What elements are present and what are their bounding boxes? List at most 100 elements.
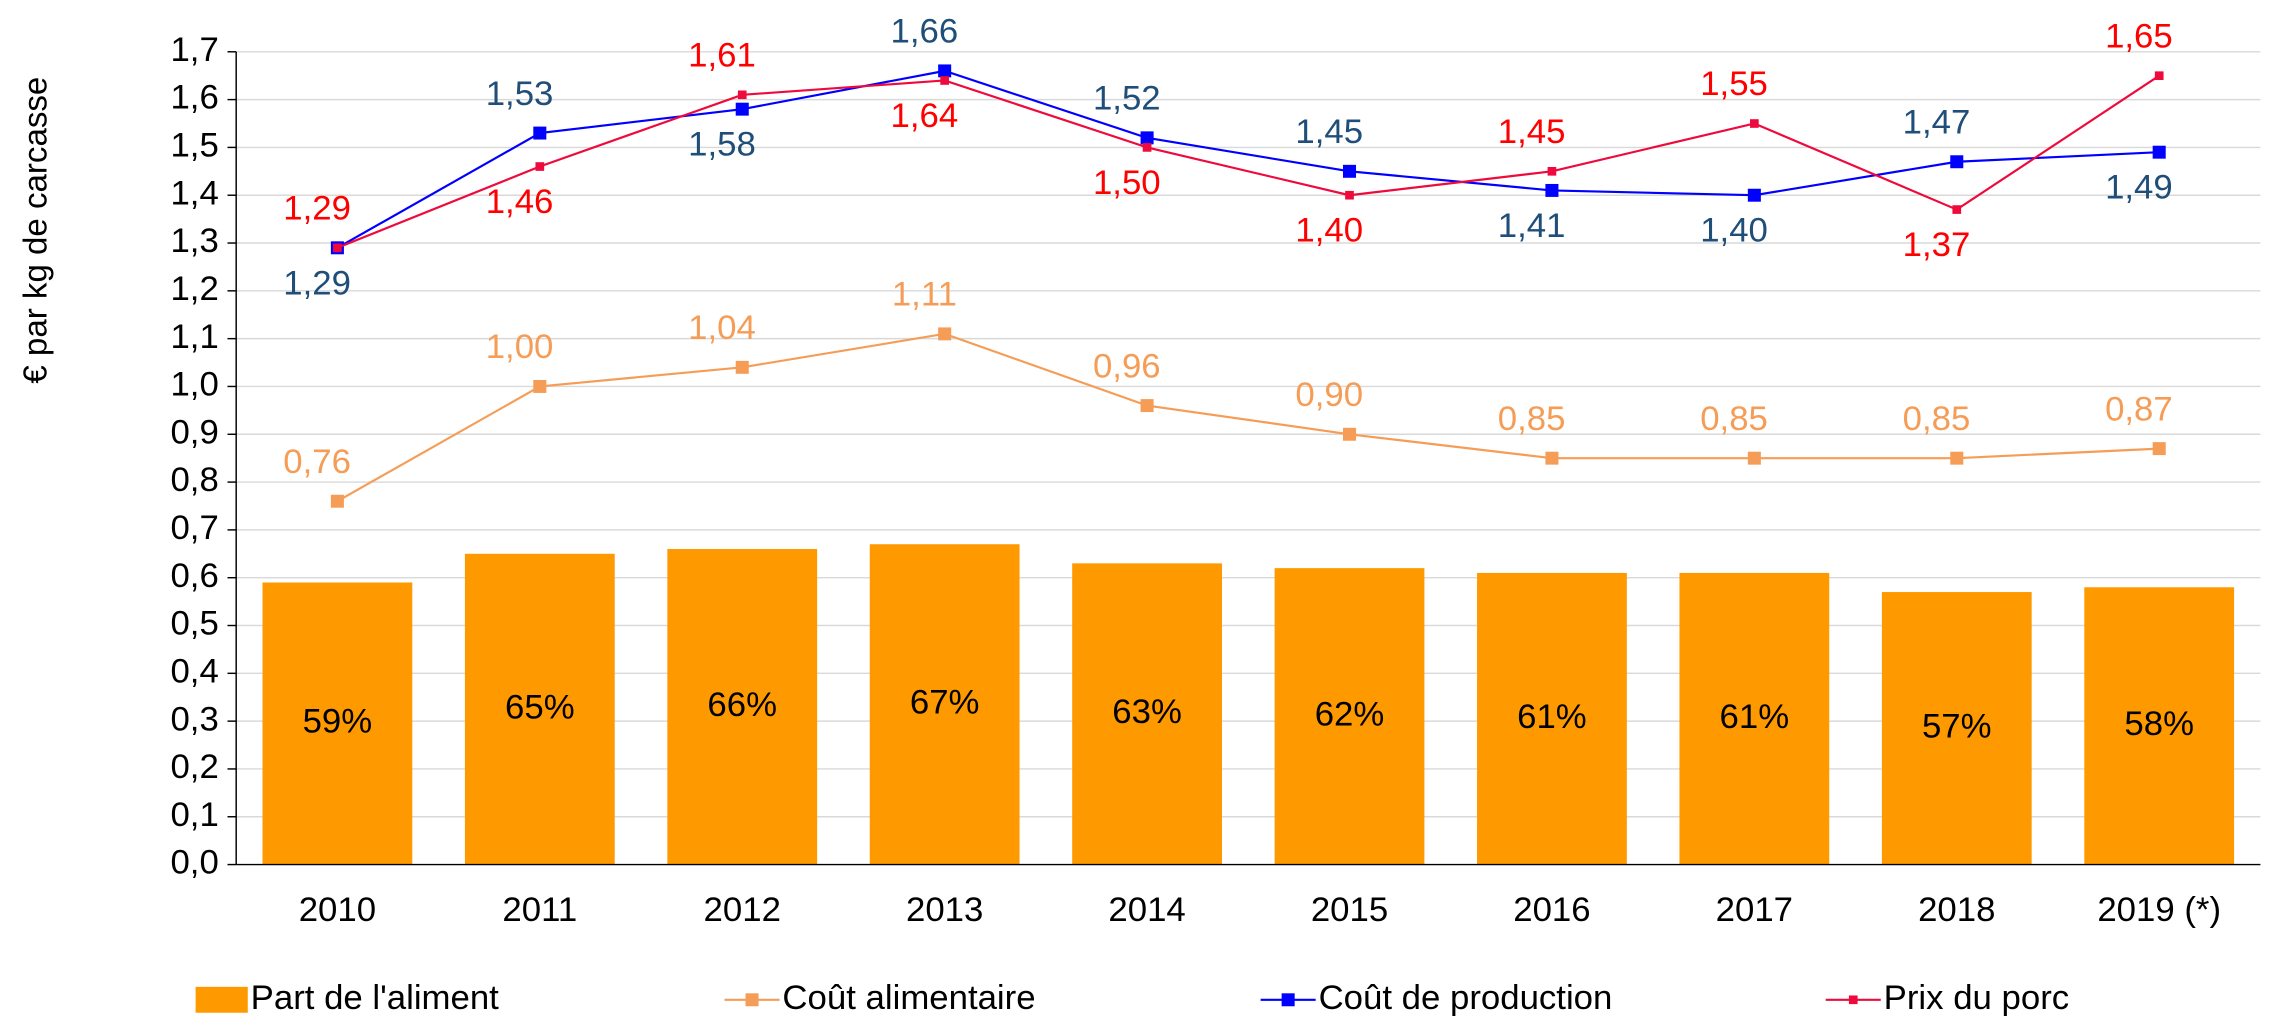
y-tick-label: 0,3 [170, 700, 218, 738]
data-label: 0,96 [1093, 347, 1161, 385]
line [336, 74, 2160, 249]
data-label: 1,52 [1093, 80, 1161, 118]
bar [667, 549, 818, 865]
marker [1952, 205, 1962, 214]
data-label: 0,87 [2105, 390, 2173, 428]
data-label: 1,55 [1700, 65, 1768, 103]
data-label: 1,37 [1903, 226, 1971, 264]
data-label: 1,41 [1498, 207, 1566, 245]
bar-label: 65% [505, 688, 575, 726]
data-label: 1,47 [1903, 104, 1971, 142]
bar [869, 544, 1020, 865]
legend-label: Part de l'aliment [251, 979, 500, 1017]
legend-swatch [195, 986, 248, 1013]
marker [735, 102, 749, 116]
data-label: 1,58 [688, 126, 756, 164]
data-label: 1,04 [688, 309, 756, 347]
y-tick-label: 0,9 [170, 414, 218, 452]
marker [330, 494, 344, 508]
marker [1545, 451, 1559, 465]
y-tick-label: 1,5 [170, 127, 218, 165]
marker [1747, 188, 1761, 202]
marker [2154, 71, 2164, 81]
marker [1142, 143, 1152, 152]
bar-label: 67% [910, 684, 980, 722]
x-tick-label: 2017 [1716, 891, 1793, 929]
legend-label: Coût de production [1319, 979, 1613, 1017]
bar [2084, 587, 2235, 865]
marker [1747, 451, 1761, 465]
marker [737, 90, 747, 100]
x-tick-label: 2014 [1108, 891, 1185, 929]
y-tick-label: 0,7 [170, 509, 218, 547]
marker [333, 243, 342, 253]
data-label: 1,29 [283, 190, 351, 228]
marker [1750, 119, 1759, 128]
data-label: 1,64 [891, 97, 959, 135]
bar-label: 57% [1922, 708, 1992, 746]
data-label: 1,65 [2105, 18, 2173, 56]
marker [1545, 183, 1559, 197]
data-label: 1,46 [486, 183, 554, 221]
x-tick-label: 2018 [1918, 891, 1995, 929]
bar-label: 66% [707, 686, 777, 724]
y-tick-label: 1,2 [170, 270, 218, 308]
line [336, 332, 2160, 503]
x-tick-label: 2015 [1311, 891, 1388, 929]
marker [940, 76, 950, 85]
marker [2152, 442, 2166, 456]
bar [1477, 572, 1627, 865]
data-label: 1,11 [892, 276, 957, 314]
y-axis-label: € par kg de carcasse [17, 77, 54, 384]
marker [1345, 190, 1354, 200]
marker [1342, 427, 1357, 441]
legend-label: Coût alimentaire [782, 979, 1035, 1017]
y-tick-label: 1,7 [170, 31, 218, 69]
x-tick-label: 2010 [299, 891, 376, 929]
data-label: 0,85 [1903, 400, 1971, 438]
data-label: 1,45 [1498, 113, 1566, 151]
data-label: 1,45 [1295, 113, 1363, 151]
bar [1274, 568, 1425, 865]
bar [1679, 572, 1830, 865]
marker [938, 327, 952, 341]
y-tick-label: 1,4 [170, 174, 218, 212]
y-tick-label: 0,6 [170, 557, 218, 595]
data-label: 0,76 [283, 443, 351, 481]
y-tick-label: 1,6 [170, 79, 218, 117]
data-label: 1,66 [891, 13, 959, 51]
y-tick-label: 0,0 [170, 844, 218, 882]
bar-label: 58% [2124, 705, 2194, 743]
bar-label: 61% [1517, 698, 1587, 736]
data-label: 1,00 [486, 328, 554, 366]
marker [1547, 166, 1557, 176]
bar-label: 62% [1315, 696, 1385, 734]
data-label: 0,85 [1700, 400, 1768, 438]
x-tick-label: 2016 [1513, 891, 1590, 929]
bar-label: 63% [1112, 693, 1182, 731]
bar [1881, 592, 2032, 865]
bar [464, 553, 615, 865]
y-tick-label: 1,3 [170, 222, 218, 260]
marker [533, 126, 547, 140]
marker [535, 162, 545, 171]
data-label: 1,53 [486, 75, 554, 113]
marker [1950, 155, 1964, 169]
y-tick-label: 0,5 [170, 605, 218, 643]
legend-marker [1848, 995, 1858, 1005]
x-tick-label: 2012 [704, 891, 781, 929]
legend-marker [1281, 993, 1295, 1007]
marker [938, 64, 952, 78]
data-label: 1,40 [1295, 212, 1363, 250]
y-tick-label: 0,2 [170, 748, 218, 786]
bar [1072, 563, 1222, 865]
y-tick-label: 1,1 [170, 318, 218, 356]
data-label: 1,29 [283, 264, 351, 302]
line [336, 69, 2160, 249]
x-tick-label: 2013 [906, 891, 983, 929]
y-tick-label: 0,4 [170, 653, 218, 691]
data-label: 1,50 [1093, 164, 1161, 202]
marker [1342, 164, 1357, 178]
x-tick-label: 2019 (*) [2097, 891, 2221, 929]
